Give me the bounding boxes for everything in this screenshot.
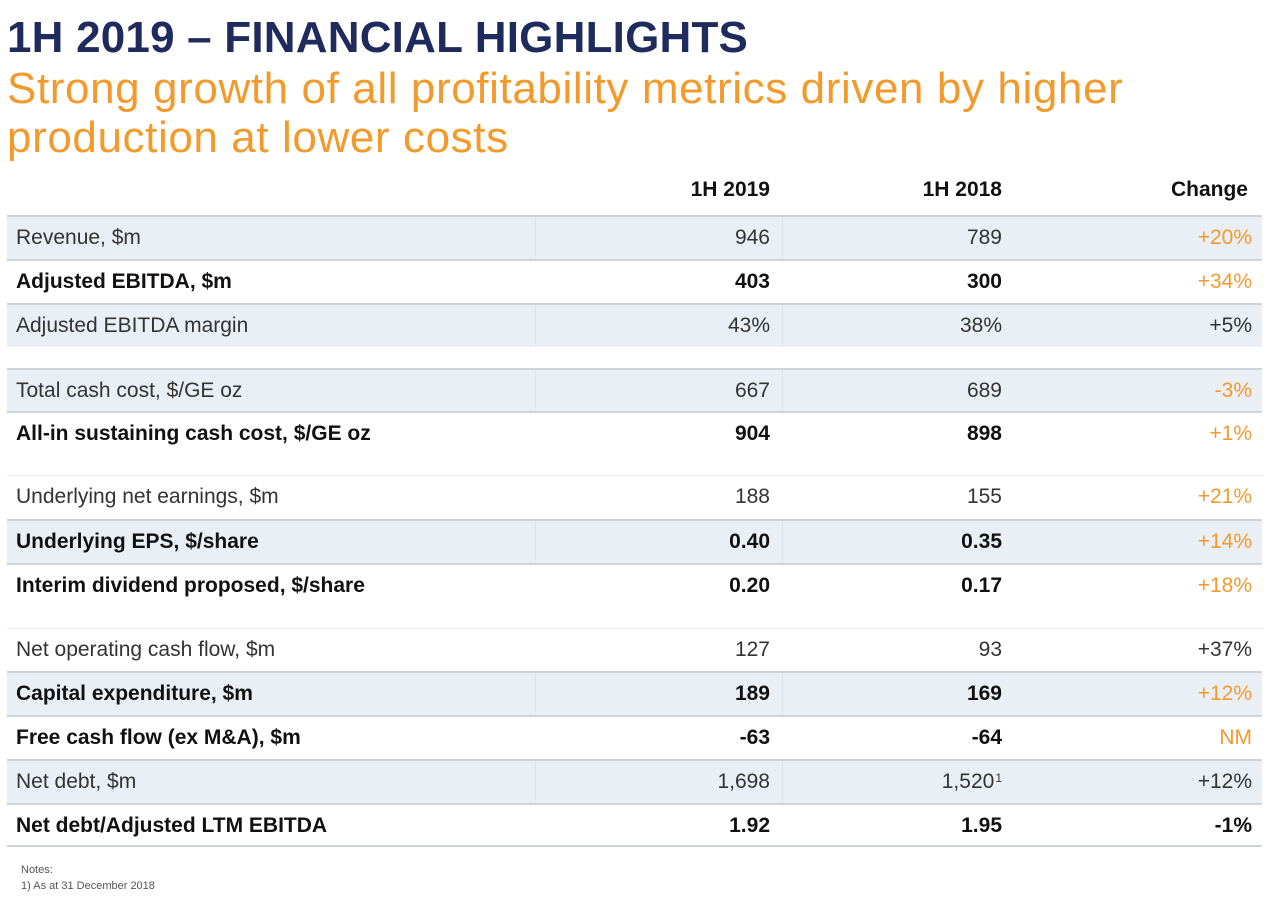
- value-1h2019: 0.40: [729, 530, 770, 553]
- note-item: 1) As at 31 December 2018: [21, 880, 155, 892]
- column-header-1h2018: 1H 2018: [922, 178, 1002, 201]
- row-label: Capital expenditure, $m: [16, 682, 253, 705]
- value-text: 1,520: [941, 770, 995, 793]
- table-row: Adjusted EBITDA margin 43% 38% +5%: [7, 303, 1262, 347]
- row-label: Adjusted EBITDA, $m: [16, 270, 232, 293]
- value-1h2018: 0.35: [961, 521, 1002, 563]
- row-label: Total cash cost, $/GE oz: [16, 379, 243, 402]
- row-label: Revenue, $m: [16, 226, 141, 249]
- table-row: Underlying EPS, $/share 0.40 0.35 +14%: [7, 519, 1262, 563]
- column-divider: [535, 673, 536, 715]
- value-1h2018: 155: [967, 476, 1002, 518]
- value-1h2018: 38%: [960, 305, 1002, 347]
- value-change: +18%: [1197, 574, 1252, 597]
- row-label: Net debt, $m: [16, 770, 137, 793]
- value-text: 38%: [959, 314, 1002, 337]
- value-1h2019: 946: [734, 226, 770, 249]
- value-change: +21%: [1197, 485, 1252, 508]
- value-1h2019: 667: [734, 379, 770, 402]
- value-1h2019: -63: [739, 726, 770, 749]
- notes: Notes: 1) As at 31 December 2018: [21, 862, 155, 894]
- value-change: -1%: [1214, 814, 1252, 837]
- column-divider: [782, 761, 783, 803]
- row-label: Free cash flow (ex M&A), $m: [16, 726, 301, 749]
- column-divider: [535, 305, 536, 347]
- value-change: +34%: [1197, 270, 1252, 293]
- column-divider: [535, 217, 536, 259]
- value-1h2018: 0.17: [961, 565, 1002, 607]
- value-text: 0.35: [961, 530, 1002, 553]
- value-1h2019: 1,698: [717, 770, 770, 793]
- value-change: +37%: [1197, 638, 1252, 661]
- value-change: NM: [1219, 726, 1252, 749]
- value-1h2018: 300: [967, 261, 1002, 303]
- value-text: 689: [966, 379, 1002, 402]
- value-1h2019: 43%: [727, 314, 770, 337]
- value-text: -64: [971, 726, 1002, 749]
- value-1h2018: 898: [967, 413, 1002, 455]
- value-change: +14%: [1197, 530, 1252, 553]
- value-1h2018: 689: [967, 370, 1002, 412]
- value-1h2018: 93: [979, 629, 1002, 671]
- value-change: +12%: [1197, 770, 1252, 793]
- column-divider: [535, 521, 536, 563]
- value-text: 0.17: [961, 574, 1002, 597]
- value-1h2018: 1.95: [961, 805, 1002, 847]
- value-1h2019: 1.92: [729, 814, 770, 837]
- table-row: Net operating cash flow, $m 127 93 +37%: [7, 628, 1262, 671]
- value-text: 789: [966, 226, 1002, 249]
- value-change: +5%: [1209, 314, 1252, 337]
- column-divider: [782, 370, 783, 411]
- value-text: 155: [966, 485, 1002, 508]
- value-1h2019: 127: [734, 638, 770, 661]
- value-text: 300: [966, 270, 1002, 293]
- table-row: Revenue, $m 946 789 +20%: [7, 215, 1262, 259]
- table-row: Free cash flow (ex M&A), $m -63 -64 NM: [7, 715, 1262, 759]
- column-header-1h2019: 1H 2019: [690, 178, 770, 201]
- value-1h2019: 188: [734, 485, 770, 508]
- column-divider: [782, 305, 783, 347]
- value-1h2019: 189: [734, 682, 770, 705]
- table-row: Underlying net earnings, $m 188 155 +21%: [7, 475, 1262, 519]
- column-divider: [782, 217, 783, 259]
- value-1h2019: 904: [734, 422, 770, 445]
- table-row: Capital expenditure, $m 189 169 +12%: [7, 671, 1262, 715]
- column-header-change: Change: [1170, 178, 1248, 201]
- value-1h2019: 403: [734, 270, 770, 293]
- value-change: +1%: [1209, 422, 1252, 445]
- value-1h2018: -64: [972, 717, 1002, 759]
- table-row: All-in sustaining cash cost, $/GE oz 904 8…: [7, 411, 1262, 475]
- row-label: Net operating cash flow, $m: [16, 638, 276, 661]
- column-divider: [782, 521, 783, 563]
- row-label: All-in sustaining cash cost, $/GE oz: [16, 422, 371, 445]
- table-row: Net debt, $m 1,698 1,5201 +12%: [7, 759, 1262, 803]
- column-divider: [782, 673, 783, 715]
- value-1h2019: 0.20: [729, 574, 770, 597]
- footnote-marker: 1: [995, 771, 1002, 785]
- table-row: Total cash cost, $/GE oz 667 689 -3%: [7, 368, 1262, 411]
- value-text: 93: [978, 638, 1002, 661]
- value-1h2018: 789: [967, 217, 1002, 259]
- page-subtitle: Strong growth of all profitability metri…: [7, 64, 1124, 162]
- row-label: Net debt/Adjusted LTM EBITDA: [16, 814, 328, 837]
- row-label: Underlying EPS, $/share: [16, 530, 259, 553]
- row-label: Underlying net earnings, $m: [16, 485, 279, 508]
- table-row: Adjusted EBITDA, $m 403 300 +34%: [7, 259, 1262, 303]
- notes-heading: Notes:: [21, 864, 53, 876]
- column-divider: [535, 761, 536, 803]
- page-title: 1H 2019 – FINANCIAL HIGHLIGHTS: [7, 13, 749, 62]
- table-row: Interim dividend proposed, $/share 0.20 0.…: [7, 563, 1262, 628]
- value-text: 898: [966, 422, 1002, 445]
- value-1h2018: 1,5201: [942, 761, 1002, 803]
- value-change: +12%: [1197, 682, 1252, 705]
- column-divider: [535, 370, 536, 411]
- table-row: Net debt/Adjusted LTM EBITDA 1.92 1.95 -1%: [7, 803, 1262, 847]
- value-text: 1.95: [961, 814, 1002, 837]
- row-label: Interim dividend proposed, $/share: [16, 574, 365, 597]
- value-change: -3%: [1214, 379, 1252, 402]
- value-1h2018: 169: [967, 673, 1002, 715]
- row-label: Adjusted EBITDA margin: [16, 314, 249, 337]
- value-change: +20%: [1197, 226, 1252, 249]
- value-text: 169: [966, 682, 1002, 705]
